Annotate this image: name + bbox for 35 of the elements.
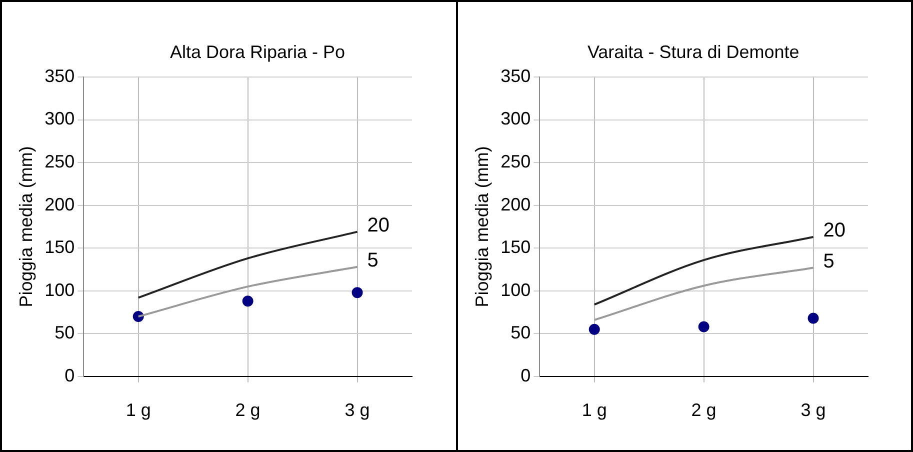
- point: [588, 324, 600, 335]
- y-axis-title: Pioggia media (mm): [471, 146, 492, 308]
- x-tick-label: 1 g: [581, 400, 606, 420]
- y-tick-label: 200: [44, 194, 75, 214]
- point: [352, 287, 363, 298]
- y-tick-label: 150: [44, 237, 75, 258]
- chart-title: Alta Dora Riparia - Po: [170, 42, 346, 63]
- y-tick-label: 300: [500, 108, 530, 129]
- y-tick-label: 150: [500, 237, 530, 258]
- y-tick-label: 100: [500, 280, 530, 300]
- x-tick-label: 2 g: [235, 400, 260, 420]
- y-tick-label: 50: [54, 322, 75, 343]
- y-tick-label: 350: [500, 66, 530, 86]
- y-tick-label: 250: [500, 152, 530, 172]
- x-tick-label: 2 g: [690, 400, 716, 420]
- point: [242, 296, 254, 307]
- y-tick-label: 300: [44, 108, 75, 129]
- y-tick-label: 200: [500, 194, 530, 214]
- y-tick-label: 0: [520, 365, 530, 386]
- x-tick-label: 1 g: [126, 400, 151, 420]
- y-tick-label: 350: [44, 66, 75, 86]
- y-tick-label: 250: [44, 152, 75, 172]
- series-label: 5: [367, 249, 378, 272]
- chart-title: Varaita - Stura di Demonte: [588, 42, 800, 63]
- point: [807, 312, 818, 324]
- x-tick-label: 3 g: [800, 400, 826, 420]
- series-label: 20: [367, 214, 390, 236]
- y-tick-label: 100: [44, 280, 75, 300]
- y-axis-title: Pioggia media (mm): [16, 146, 36, 308]
- series-label: 20: [822, 219, 846, 242]
- x-tick-label: 3 g: [344, 400, 370, 420]
- series-label: 5: [822, 250, 834, 272]
- y-tick-label: 50: [510, 322, 530, 343]
- point: [698, 321, 709, 332]
- y-tick-label: 0: [64, 365, 75, 386]
